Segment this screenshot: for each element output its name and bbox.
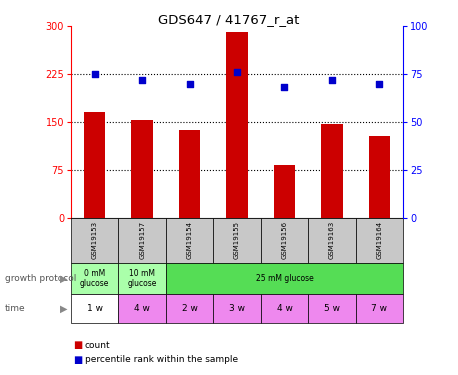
Bar [71, 262, 119, 294]
Bar [179, 129, 200, 218]
Text: count: count [85, 340, 110, 350]
Text: 0 mM
glucose: 0 mM glucose [80, 269, 109, 288]
Bar [166, 217, 213, 262]
Bar [321, 124, 343, 217]
Text: GSM19164: GSM19164 [376, 221, 382, 259]
Text: time: time [5, 304, 25, 313]
Text: GSM19154: GSM19154 [186, 221, 192, 259]
Text: 4 w: 4 w [134, 304, 150, 313]
Bar [213, 294, 261, 322]
Bar [119, 262, 166, 294]
Point [138, 77, 146, 83]
Text: 3 w: 3 w [229, 304, 245, 313]
Bar [274, 165, 295, 218]
Bar [84, 112, 105, 218]
Point [328, 77, 336, 83]
Bar [71, 294, 119, 322]
Text: 2 w: 2 w [182, 304, 197, 313]
Text: GSM19155: GSM19155 [234, 221, 240, 259]
Bar [355, 294, 403, 322]
Text: GDS647 / 41767_r_at: GDS647 / 41767_r_at [158, 13, 300, 26]
Point [186, 81, 193, 87]
Text: growth protocol: growth protocol [5, 274, 76, 283]
Text: GSM19157: GSM19157 [139, 221, 145, 259]
Text: percentile rank within the sample: percentile rank within the sample [85, 356, 238, 364]
Bar [166, 294, 213, 322]
Text: 7 w: 7 w [371, 304, 387, 313]
Text: ▶: ▶ [60, 273, 68, 284]
Bar [119, 217, 166, 262]
Point [376, 81, 383, 87]
Text: ▶: ▶ [60, 303, 68, 313]
Text: GSM19156: GSM19156 [282, 221, 288, 259]
Bar [261, 294, 308, 322]
Text: ■: ■ [73, 355, 82, 365]
Bar [226, 32, 248, 217]
Point [281, 84, 288, 90]
Bar [261, 217, 308, 262]
Text: GSM19153: GSM19153 [92, 221, 98, 259]
Bar [308, 294, 355, 322]
Bar [355, 217, 403, 262]
Text: 25 mM glucose: 25 mM glucose [256, 274, 313, 283]
Bar [119, 294, 166, 322]
Bar [166, 262, 403, 294]
Point [91, 71, 98, 77]
Point [233, 69, 240, 75]
Text: 5 w: 5 w [324, 304, 340, 313]
Text: 10 mM
glucose: 10 mM glucose [127, 269, 157, 288]
Bar [308, 217, 355, 262]
Bar [369, 136, 390, 218]
Text: GSM19163: GSM19163 [329, 221, 335, 259]
Text: 4 w: 4 w [277, 304, 292, 313]
Bar [213, 217, 261, 262]
Text: ■: ■ [73, 340, 82, 350]
Bar [71, 217, 119, 262]
Bar [131, 120, 153, 218]
Text: 1 w: 1 w [87, 304, 103, 313]
